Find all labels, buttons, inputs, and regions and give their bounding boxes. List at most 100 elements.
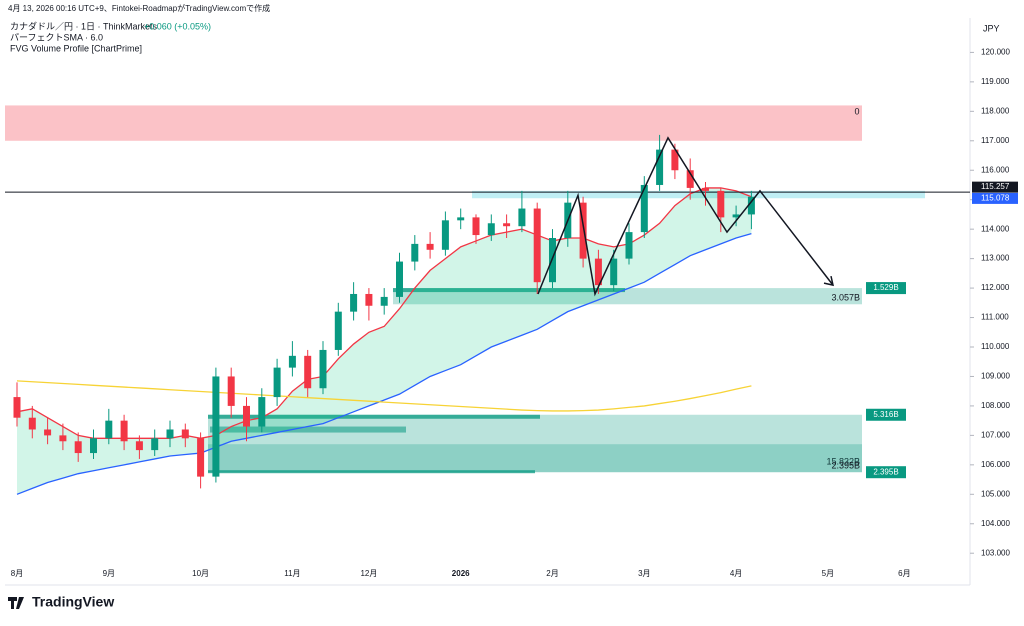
x-tick-label: 2月 (546, 569, 558, 578)
candle-body (610, 258, 618, 286)
candle-body (426, 243, 434, 250)
candle-body (243, 405, 250, 427)
candle-body (533, 208, 541, 283)
fvg-tag-box (866, 466, 906, 479)
fvg-bar (210, 426, 406, 433)
candle-body (334, 311, 342, 350)
currency: JPY (983, 23, 1000, 33)
candle-body (411, 243, 419, 262)
cyan-zone (472, 190, 925, 199)
y-tick-label: 108.000 (981, 401, 1010, 410)
fvg-tag-box (866, 408, 906, 421)
candle-body (625, 232, 633, 259)
candle-body (732, 214, 740, 218)
candle-body (594, 258, 602, 286)
candle-body (181, 429, 189, 439)
y-tick-label: 111.000 (981, 313, 1009, 322)
price-tag-box (972, 181, 1018, 193)
candle-body (656, 149, 664, 185)
indicator: パーフェクトSMA · 6.0 (10, 32, 103, 42)
candle-body (747, 196, 755, 215)
x-tick-label: 5月 (822, 569, 834, 578)
candle-body (151, 438, 159, 451)
indicator: FVG Volume Profile [ChartPrime] (10, 43, 142, 53)
candle-body (396, 261, 403, 297)
x-tick-label: 2026 (452, 569, 470, 578)
fvg-tag-box (866, 282, 906, 295)
x-tick-label: 9月 (103, 569, 115, 578)
candle-body (28, 417, 36, 430)
cloud (17, 187, 752, 495)
candle-body (13, 397, 21, 418)
change: +0.060 (+0.05%) (144, 21, 211, 31)
pattern (537, 136, 834, 297)
zone-label: 0 (854, 106, 859, 116)
candle-body (487, 223, 495, 236)
brand: TradingView (32, 594, 114, 610)
logo (8, 597, 24, 609)
candle-body (227, 376, 235, 406)
x-tick-label: 12月 (360, 569, 377, 578)
arrow-head (823, 275, 834, 287)
fvg-zone (393, 288, 862, 305)
candle-body (74, 441, 82, 454)
y-tick-label: 106.000 (981, 460, 1010, 469)
y-tick-label: 112.000 (981, 283, 1010, 292)
fvg-tag: 2.395B (873, 467, 898, 476)
candle-body (212, 376, 220, 477)
fvg-tag: 5.316B (873, 410, 898, 419)
candle-body (457, 217, 465, 221)
candle-body (579, 202, 587, 259)
y-tick-label: 103.000 (981, 548, 1010, 557)
candle-body (44, 429, 52, 436)
x-tick-label: 4月 (730, 569, 742, 578)
supply-zone (5, 105, 862, 141)
y-tick-label: 119.000 (981, 77, 1010, 86)
candle-body (717, 190, 725, 218)
candle-body (671, 149, 679, 171)
y-tick-label: 105.000 (981, 489, 1010, 498)
candle-body (380, 296, 388, 306)
credit: 4月 13, 2026 00:16 UTC+9、Fintokei-Roadmap… (8, 3, 270, 13)
candle-body (258, 397, 266, 427)
candle-body (288, 355, 296, 368)
fvg-bar (208, 470, 535, 474)
candle-body (686, 170, 694, 188)
y-tick-label: 116.000 (981, 165, 1010, 174)
candle-body (702, 187, 709, 191)
candle-body (105, 420, 113, 439)
symbol: カナダドル／円 · 1日 · ThinkMarkets (10, 20, 158, 31)
y-tick-label: 110.000 (981, 342, 1010, 351)
candle-body (304, 355, 312, 389)
x-tick-label: 8月 (11, 569, 23, 578)
x-tick-label: 3月 (638, 569, 650, 578)
candle-body (518, 208, 526, 227)
candle-body (120, 420, 128, 442)
candle-body (59, 435, 67, 442)
price-tag-box (972, 192, 1018, 204)
price-tag: 115.257 (981, 182, 1010, 191)
candle-body (441, 220, 449, 250)
x-tick-label: 11月 (284, 569, 300, 578)
x-tick-label: 10月 (192, 569, 209, 578)
candle-body (503, 223, 511, 227)
fvg-bar (208, 414, 540, 419)
price-tag: 115.078 (981, 194, 1010, 203)
candle-body (197, 438, 205, 477)
fvg-text: 3.057B (831, 292, 860, 302)
y-tick-label: 104.000 (981, 519, 1010, 528)
candle-body (90, 438, 97, 454)
candle-body (273, 367, 281, 398)
fvg-text: 15.832B (826, 457, 860, 467)
candle-body (365, 293, 373, 306)
fvg-text: 2.395B (831, 461, 860, 471)
y-tick-label: 113.000 (981, 254, 1010, 263)
x-tick-label: 6月 (898, 569, 910, 578)
candle-body (319, 349, 327, 389)
y-tick-label: 117.000 (981, 136, 1010, 145)
fvg-tag: 1.529B (873, 283, 898, 292)
y-tick-label: 118.000 (981, 106, 1010, 115)
fvg-bar (393, 288, 625, 293)
